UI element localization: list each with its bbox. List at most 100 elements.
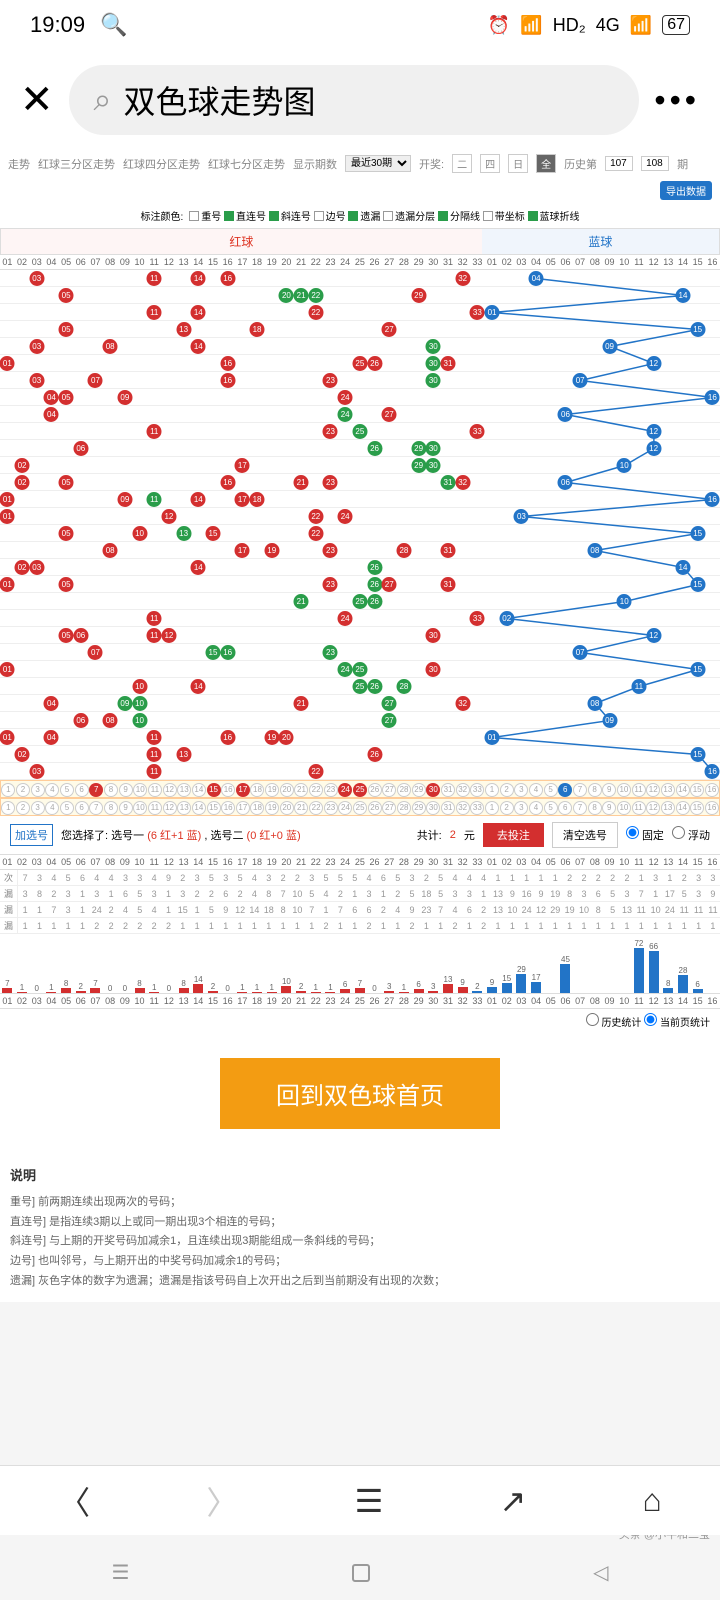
chart-row-82: 0308143009: [0, 338, 720, 355]
red-header: 红球: [1, 229, 482, 254]
chart-row-04: 0608102709: [0, 712, 720, 729]
chart-row-90: 0205162123313206: [0, 474, 720, 491]
stats-headers: 0102030405060708091011121314151617181920…: [0, 855, 720, 870]
explain-title: 说明: [10, 1164, 710, 1187]
fixed-radio[interactable]: 固定: [626, 826, 664, 843]
stats-row-3: 漏111112222221111111111211211211212111111…: [0, 918, 720, 934]
stats-radio: 历史统计 当前页统计: [0, 1009, 720, 1033]
selection-bar: 加选号 您选择了: 选号一 (6 红+1 蓝) , 选号二 (0 红+0 蓝) …: [0, 816, 720, 855]
trend-chart: 0311141632040520212229141114223301051318…: [0, 270, 720, 780]
nav-tabs: 走势 红球三分区走势 红球四分区走势 红球七分区走势 显示期数 最近30期 开奖…: [0, 150, 720, 204]
more-icon[interactable]: •••: [654, 82, 700, 119]
tab-trend[interactable]: 走势: [8, 156, 30, 172]
home-button[interactable]: 回到双色球首页: [220, 1058, 500, 1129]
chart-row-88: 0626293012: [0, 440, 720, 457]
number-headers: 0102030405060708091011121314151617181920…: [0, 255, 720, 270]
stats-row-1: 漏382313165313226248710542131251853311391…: [0, 886, 720, 902]
history-stats-radio[interactable]: 历史统计: [586, 1018, 642, 1029]
home-icon[interactable]: ⌂: [643, 1482, 662, 1519]
frequency-bar-chart: 7101827008108142011110211670316313929152…: [0, 934, 720, 994]
clear-button[interactable]: 清空选号: [552, 822, 618, 848]
time: 19:09: [30, 12, 85, 38]
chart-row-00: 0715162307: [0, 644, 720, 661]
draw-opt-2[interactable]: 日: [508, 154, 528, 173]
legend-重号[interactable]: 重号: [189, 208, 221, 223]
close-icon[interactable]: ✕: [20, 77, 54, 123]
chart-row-01: 0124253015: [0, 661, 720, 678]
legend-row: 标注颜色: 重号 直连号 斜连号 边号 遗漏 遗漏分层 分隔线 带坐标 蓝球折线: [0, 204, 720, 228]
chart-row-05: 01041116192001: [0, 729, 720, 746]
float-radio[interactable]: 浮动: [672, 826, 710, 843]
hd-indicator: HD₂: [553, 15, 586, 36]
current-stats-radio[interactable]: 当前页统计: [644, 1018, 710, 1029]
alarm-icon: ⏰: [488, 15, 510, 36]
legend-蓝球折线[interactable]: 蓝球折线: [528, 208, 580, 223]
chart-row-84: 030716233007: [0, 372, 720, 389]
wifi-icon: 📶: [520, 15, 542, 36]
legend-直连号[interactable]: 直连号: [224, 208, 266, 223]
chart-row-06: 0211132615: [0, 746, 720, 763]
menu-icon[interactable]: ☰: [355, 1482, 384, 1520]
sys-back-icon[interactable]: ◁: [593, 1560, 608, 1585]
stats-table: 次734564433492353543223555465325444111112…: [0, 870, 720, 934]
chart-row-86: 04242706: [0, 406, 720, 423]
draw-opt-1[interactable]: 四: [480, 154, 500, 173]
chart-row-98: 11243302: [0, 610, 720, 627]
chart-row-03: 04091021273208: [0, 695, 720, 712]
legend-分隔线[interactable]: 分隔线: [438, 208, 480, 223]
tab-red7[interactable]: 红球七分区走势: [208, 156, 285, 172]
history-label: 历史第: [564, 156, 597, 172]
chart-row-79: 052021222914: [0, 287, 720, 304]
legend-带坐标[interactable]: 带坐标: [483, 208, 525, 223]
stats-row-0: 次734564433492353543223555465325444111112…: [0, 870, 720, 886]
sys-home-icon[interactable]: [352, 1564, 370, 1582]
search-icon: ⌕: [94, 81, 112, 119]
history-to[interactable]: [641, 156, 669, 171]
history-from[interactable]: [605, 156, 633, 171]
chart-row-89: 0217293010: [0, 457, 720, 474]
chart-row-87: 1123253312: [0, 423, 720, 440]
status-bar: 19:09 🔍 ⏰ 📶 HD₂ 4G 📶 67: [0, 0, 720, 50]
legend-遗漏分层[interactable]: 遗漏分层: [383, 208, 435, 223]
back-icon[interactable]: 〈: [58, 1478, 90, 1524]
draw-opt-0[interactable]: 二: [452, 154, 472, 173]
chart-row-92: 0112222403: [0, 508, 720, 525]
forward-icon[interactable]: 〉: [206, 1478, 238, 1524]
chart-row-80: 1114223301: [0, 304, 720, 321]
legend-边号[interactable]: 边号: [314, 208, 346, 223]
add-pick-button[interactable]: 加选号: [10, 824, 53, 846]
share-icon[interactable]: ↗: [499, 1482, 526, 1520]
section-headers: 红球 蓝球: [0, 228, 720, 255]
search-text: 双色球走势图: [123, 77, 315, 123]
legend-斜连号[interactable]: 斜连号: [269, 208, 311, 223]
chart-row-96: 01052326273115: [0, 576, 720, 593]
chart-row-85: 0405092416: [0, 389, 720, 406]
system-nav: ☰ ◁: [0, 1545, 720, 1600]
explain-line: 遗漏] 灰色字体的数字为遗漏；遗漏是指该号码自上次开出之后到当前期没有出现的次数…: [10, 1272, 710, 1292]
tab-red3[interactable]: 红球三分区走势: [38, 156, 115, 172]
tab-red4[interactable]: 红球四分区走势: [123, 156, 200, 172]
chart-row-97: 21252610: [0, 593, 720, 610]
chart-row-91: 01091114171816: [0, 491, 720, 508]
sys-menu-icon[interactable]: ☰: [111, 1560, 129, 1585]
explanation: 说明 重号] 前两期连续出现两次的号码；直连号] 是指连续3期以上或同一期出现3…: [0, 1154, 720, 1302]
chart-row-99: 050611123012: [0, 627, 720, 644]
search-input[interactable]: ⌕ 双色球走势图: [69, 65, 640, 135]
period-select[interactable]: 最近30期: [345, 155, 411, 172]
bar-labels: 0102030405060708091011121314151617181920…: [0, 994, 720, 1009]
pick-row-1[interactable]: 1234567891011121314151617181920212223242…: [0, 798, 720, 816]
draw-opt-3[interactable]: 全: [536, 154, 556, 173]
legend-label: 标注颜色:: [140, 208, 183, 223]
export-button[interactable]: 导出数据: [660, 181, 712, 200]
chart-row-78: 031114163204: [0, 270, 720, 287]
chart-row-07: 03112216: [0, 763, 720, 780]
pick-row-0[interactable]: 1234567891011121314151617181920212223242…: [0, 780, 720, 798]
chart-row-02: 101425262811: [0, 678, 720, 695]
legend-遗漏[interactable]: 遗漏: [348, 208, 380, 223]
search-icon: 🔍: [100, 12, 127, 38]
search-row: ✕ ⌕ 双色球走势图 •••: [0, 50, 720, 150]
history-unit: 期: [677, 156, 688, 172]
explain-line: 直连号] 是指连续3期以上或同一期出现3个相连的号码；: [10, 1213, 710, 1233]
explain-line: 边号] 也叫邻号，与上期开出的中奖号码加减余1的号码；: [10, 1252, 710, 1272]
bet-button[interactable]: 去投注: [483, 823, 544, 847]
